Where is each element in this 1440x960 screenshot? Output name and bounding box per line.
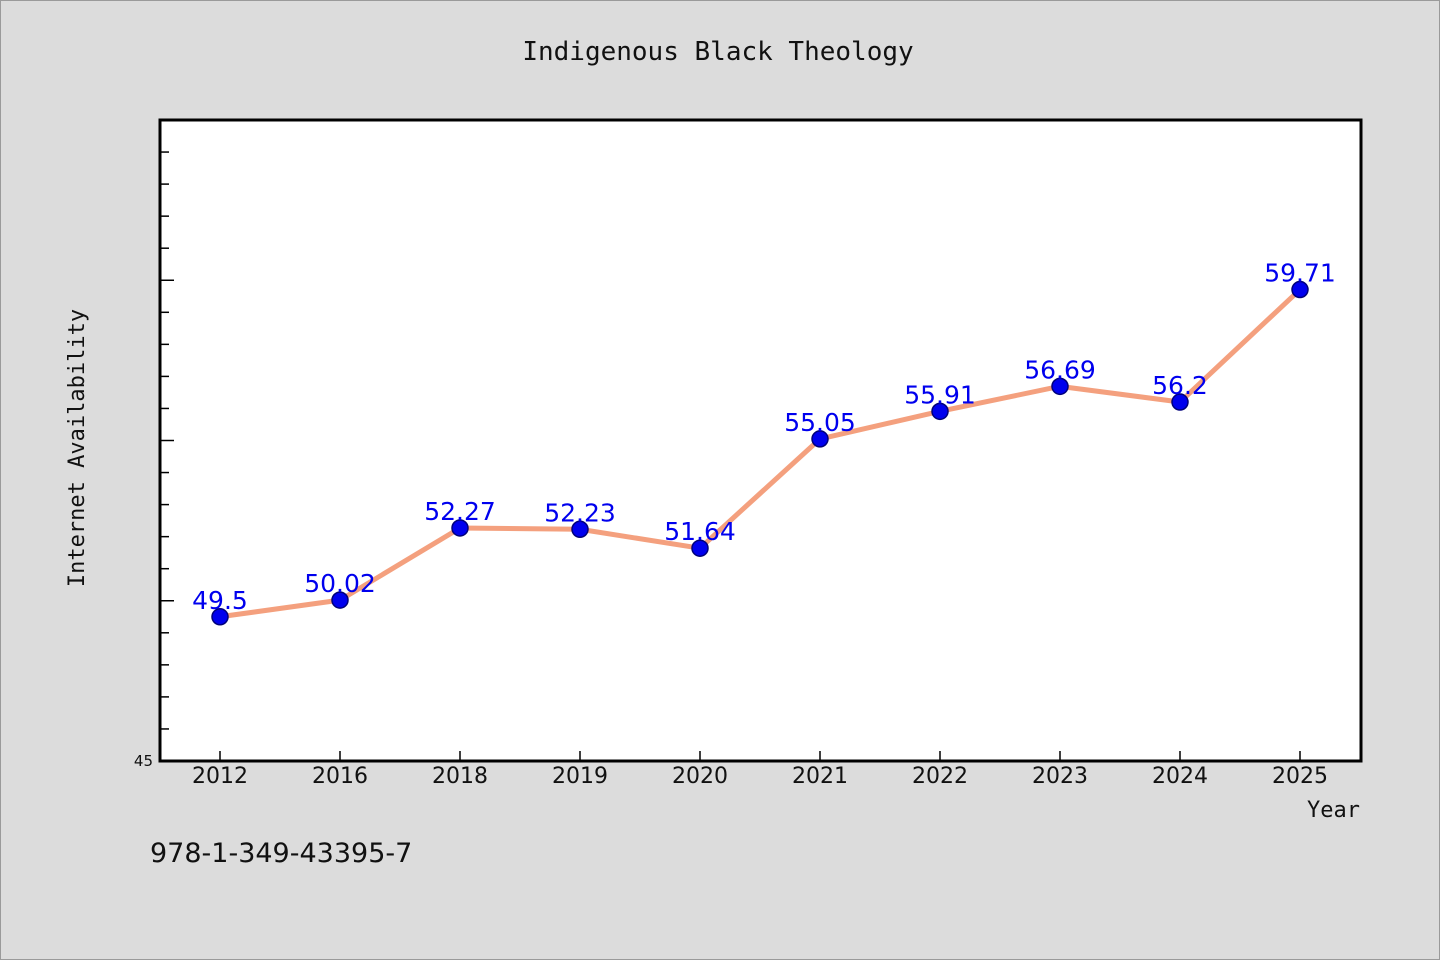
x-tick-label: 2012 — [192, 764, 248, 789]
series-markers — [211, 280, 1309, 626]
data-point — [451, 519, 469, 537]
series-line — [217, 287, 1303, 620]
data-point — [1051, 377, 1069, 396]
x-tick-labels: 2012 2016 2018 2019 2020 2021 2022 2023 2024 2025 — [192, 764, 1328, 789]
x-tick-label: 2025 — [1272, 764, 1328, 789]
data-label: 52.27 — [424, 497, 496, 526]
x-tick-label: 2021 — [792, 764, 848, 789]
x-tick-label: 2019 — [552, 764, 608, 789]
x-tick-label: 2016 — [312, 764, 368, 789]
data-labels: 49.5 50.02 52.27 52.23 51.64 55.05 55.91 56.69 5… — [192, 259, 1336, 615]
data-label: 56.69 — [1024, 355, 1096, 384]
data-point — [931, 402, 949, 421]
x-tick-label: 2020 — [672, 764, 728, 789]
data-point — [571, 520, 589, 539]
isbn-label: 978-1-349-43395-7 — [150, 838, 412, 869]
y-axis-label: Internet Availability — [65, 309, 90, 587]
data-point — [1291, 280, 1309, 299]
y-tick-label-min: 45 — [134, 752, 153, 770]
data-label: 59.71 — [1264, 259, 1336, 288]
chart-title: Indigenous Black Theology — [522, 37, 913, 67]
data-label: 51.64 — [664, 517, 736, 546]
data-point — [811, 430, 829, 448]
data-label: 49.5 — [192, 586, 248, 615]
x-axis-ticks — [219, 751, 1301, 761]
data-label: 52.23 — [544, 498, 616, 527]
x-tick-label: 2023 — [1032, 764, 1088, 789]
plot-area — [158, 118, 1363, 763]
x-tick-label: 2022 — [912, 764, 968, 789]
data-point — [211, 608, 229, 626]
x-tick-label: 2024 — [1152, 764, 1208, 789]
x-axis-label: Year — [1307, 798, 1360, 823]
data-point — [1171, 393, 1189, 411]
data-label: 55.91 — [904, 380, 976, 409]
data-label: 50.02 — [304, 569, 376, 598]
data-point — [331, 591, 349, 609]
data-label: 55.05 — [784, 408, 856, 437]
data-label: 56.2 — [1152, 371, 1208, 400]
y-axis-ticks — [160, 151, 174, 730]
x-tick-label: 2018 — [432, 764, 488, 789]
data-point — [691, 539, 709, 557]
